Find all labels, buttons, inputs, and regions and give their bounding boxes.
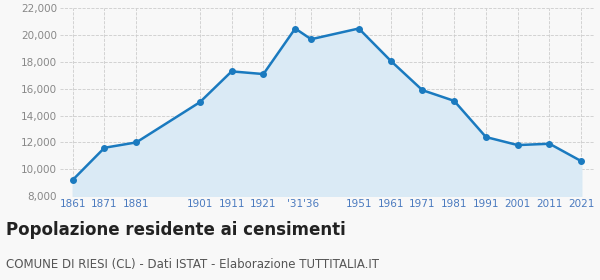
Text: COMUNE DI RIESI (CL) - Dati ISTAT - Elaborazione TUTTITALIA.IT: COMUNE DI RIESI (CL) - Dati ISTAT - Elab…	[6, 258, 379, 270]
Text: Popolazione residente ai censimenti: Popolazione residente ai censimenti	[6, 221, 346, 239]
